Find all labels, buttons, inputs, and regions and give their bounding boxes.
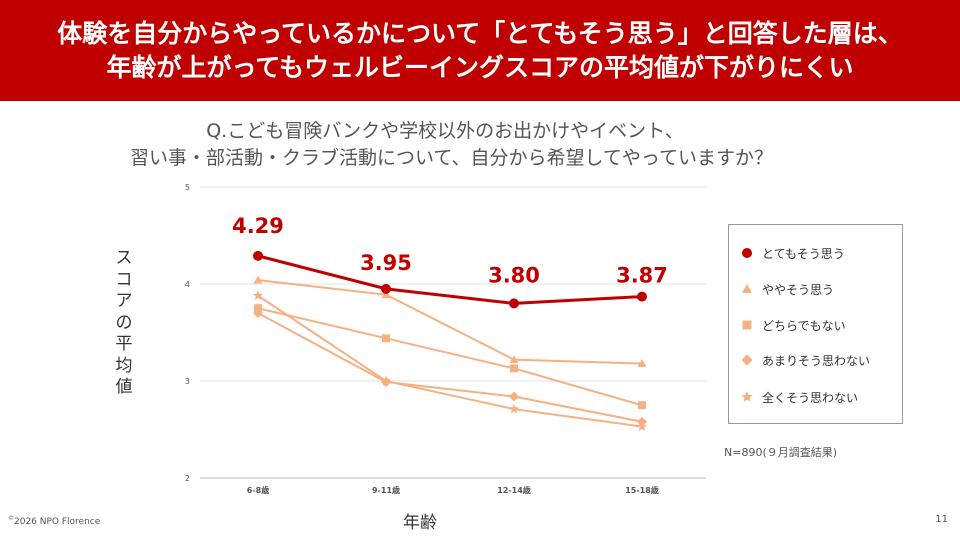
legend-label: ややそう思う — [762, 282, 835, 297]
question-line-1: Q.こども冒険バンクや学校以外のお出かけやイベント、 — [206, 120, 684, 142]
question-line-2: 習い事・部活動・クラブ活動について、自分から希望してやっていますか？ — [130, 147, 773, 169]
data-point-4-0 — [252, 290, 264, 301]
series-line-3 — [257, 312, 643, 423]
x-tick-label: 6-8歳 — [247, 485, 269, 495]
data-point-0-3 — [637, 291, 647, 302]
data-label: 3.95 — [360, 251, 412, 275]
data-point-4-1 — [380, 375, 392, 386]
legend-label: 全くそう思わない — [762, 390, 859, 405]
chart-legend: とてもそう思う ややそう思う どちらでもないあまりそう思わない 全くそう思わない — [728, 224, 903, 424]
legend-item: ややそう思う — [739, 279, 834, 299]
data-point-0-0 — [253, 250, 263, 261]
data-point-2-1 — [382, 334, 390, 343]
legend-marker-star-icon — [741, 390, 753, 402]
y-axis-label: スコアの平均値 — [115, 248, 133, 397]
legend-marker — [741, 354, 753, 366]
data-point-3-0 — [253, 308, 263, 319]
y-tick-label: 3 — [185, 377, 190, 386]
legend-marker-circle-icon — [742, 248, 752, 258]
data-point-1-1 — [381, 290, 391, 299]
data-point-1-0 — [253, 275, 263, 284]
legend-label: どちらでもない — [762, 318, 846, 333]
sample-size-note: N=890(９月調査結果) — [724, 446, 838, 459]
data-point-4-2 — [508, 403, 520, 414]
data-point-4-3 — [636, 421, 648, 431]
x-tick-label: 12-14歳 — [497, 485, 531, 495]
x-axis-label: 年齢 — [403, 513, 437, 533]
data-point-0-1 — [381, 283, 391, 294]
copyright-symbol: © — [8, 515, 14, 522]
legend-marker — [742, 320, 752, 330]
legend-item: あまりそう思わない — [739, 350, 870, 370]
legend-marker-triangle-icon — [742, 283, 752, 293]
legend-label: とてもそう思う — [762, 246, 845, 261]
legend-item: とてもそう思う — [739, 243, 845, 263]
data-point-1-3 — [637, 358, 647, 367]
legend-label: あまりそう思わない — [762, 353, 871, 368]
y-tick-label: 2 — [185, 474, 190, 483]
question-text: Q.こども冒険バンクや学校以外のお出かけやイベント、 習い事・部活動・クラブ活動… — [130, 118, 773, 172]
data-point-3-2 — [509, 391, 519, 402]
legend-marker — [742, 248, 752, 258]
title-line-2: 年齢が上がってもウェルビーイングスコアの平均値が下がりにくい — [106, 52, 854, 82]
copyright-text: 2026 NPO Florence — [14, 517, 101, 527]
page-number: 11 — [935, 514, 948, 525]
legend-marker — [741, 390, 753, 402]
x-tick-label: 15-18歳 — [625, 485, 659, 495]
legend-item: どちらでもない — [739, 315, 846, 335]
series-line-4 — [257, 294, 643, 428]
series-line-0 — [257, 254, 643, 305]
data-point-0-2 — [509, 298, 519, 309]
series-line-2 — [257, 307, 643, 407]
legend-marker — [742, 283, 752, 293]
data-label: 4.29 — [232, 214, 284, 238]
legend-item: 全くそう思わない — [739, 387, 858, 407]
data-point-1-2 — [509, 355, 519, 364]
title-line-1: 体験を自分からやっているかについて「とてもそう思う」と回答した層は、 — [57, 18, 903, 48]
copyright: ©2026 NPO Florence — [8, 515, 100, 527]
data-label: 3.80 — [488, 263, 540, 287]
series-line-1 — [257, 279, 643, 365]
legend-marker-diamond-icon — [741, 354, 753, 366]
data-point-2-3 — [638, 401, 646, 410]
data-point-2-2 — [510, 364, 518, 373]
title-banner: 体験を自分からやっているかについて「とてもそう思う」と回答した層は、 年齢が上が… — [0, 0, 960, 101]
y-tick-label: 4 — [185, 280, 190, 289]
data-label: 3.87 — [616, 264, 668, 288]
x-tick-label: 9-11歳 — [372, 485, 400, 495]
y-tick-label: 5 — [185, 183, 190, 192]
legend-marker-square-icon — [742, 320, 752, 330]
